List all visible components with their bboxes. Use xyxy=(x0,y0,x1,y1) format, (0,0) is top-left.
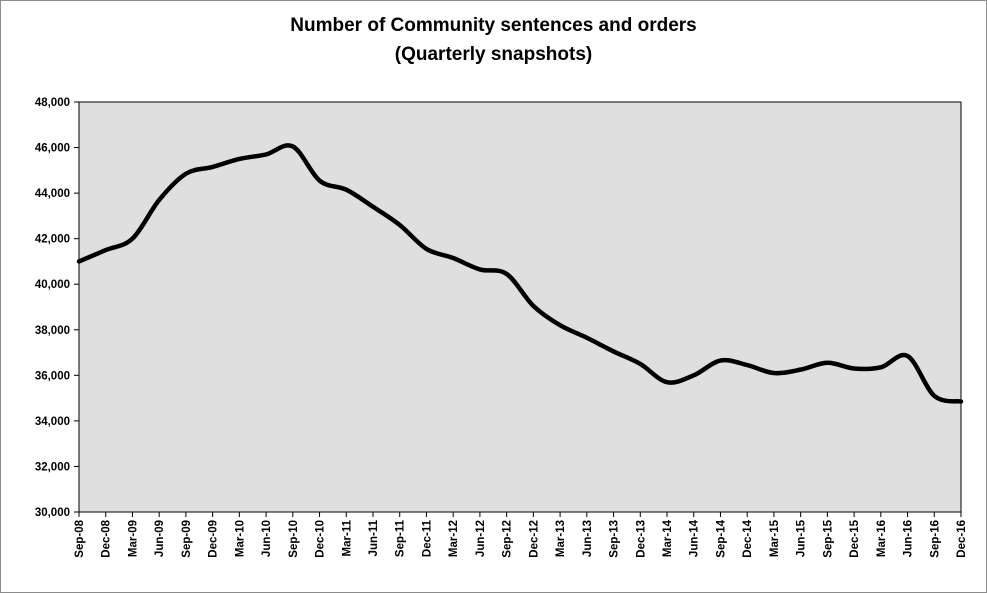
chart-title: Number of Community sentences and orders xyxy=(290,15,697,36)
y-tick-label: 38,000 xyxy=(35,325,70,337)
x-tick-label: Jun-13 xyxy=(582,520,594,557)
chart-subtitle: (Quarterly snapshots) xyxy=(394,44,593,65)
y-tick-label: 44,000 xyxy=(35,188,70,200)
y-tick-label: 46,000 xyxy=(35,143,70,155)
x-tick-label: Mar-13 xyxy=(555,520,567,557)
series-line xyxy=(76,143,964,404)
x-tick-label: Sep-16 xyxy=(929,520,941,558)
y-axis: 30,000 32,000 34,000 36,000 38,000 40,000 42,0… xyxy=(35,97,79,519)
x-tick-label: Sep-15 xyxy=(822,519,834,557)
x-axis: Sep-08 Dec-08 Mar-09 Jun-09 Sep-09 Dec-09 Mar-… xyxy=(74,512,968,558)
y-tick-label: 36,000 xyxy=(35,370,70,382)
x-tick-label: Mar-10 xyxy=(234,520,246,557)
x-tick-label: Dec-10 xyxy=(315,520,327,558)
x-tick-label: Jun-12 xyxy=(475,520,487,557)
x-tick-label: Dec-12 xyxy=(528,520,540,558)
x-tick-label: Jun-10 xyxy=(261,520,273,557)
x-tick-label: Mar-16 xyxy=(876,520,888,557)
x-tick-label: Mar-11 xyxy=(341,519,353,556)
x-tick-label: Jun-16 xyxy=(903,520,915,557)
x-tick-label: Sep-12 xyxy=(502,520,514,558)
x-tick-label: Jun-14 xyxy=(689,519,701,557)
x-tick-label: Sep-14 xyxy=(715,519,727,557)
y-tick-label: 42,000 xyxy=(35,234,70,246)
x-tick-label: Dec-09 xyxy=(208,520,220,558)
x-tick-label: Sep-10 xyxy=(288,520,300,558)
x-tick-label: Sep-08 xyxy=(74,519,86,557)
x-tick-label: Sep-11 xyxy=(395,519,407,557)
x-tick-label: Dec-13 xyxy=(635,520,647,558)
x-tick-label: Dec-14 xyxy=(742,519,754,557)
x-tick-label: Jun-11 xyxy=(368,519,380,556)
y-tick-label: 40,000 xyxy=(35,279,70,291)
x-tick-label: Dec-11 xyxy=(421,519,433,557)
x-tick-label: Mar-09 xyxy=(127,520,139,557)
x-tick-label: Sep-13 xyxy=(609,520,621,558)
plot-area xyxy=(78,101,962,513)
x-tick-label: Jun-09 xyxy=(154,520,166,557)
x-tick-label: Dec-08 xyxy=(101,519,113,557)
y-tick-label: 30,000 xyxy=(35,507,70,519)
x-tick-label: Mar-12 xyxy=(448,520,460,557)
x-tick-label: Mar-15 xyxy=(769,519,781,557)
x-tick-label: Dec-16 xyxy=(956,520,968,558)
y-tick-label: 48,000 xyxy=(35,97,70,109)
y-tick-label: 32,000 xyxy=(35,461,70,473)
x-tick-label: Mar-14 xyxy=(662,519,674,557)
x-tick-label: Jun-15 xyxy=(796,519,808,557)
y-tick-label: 34,000 xyxy=(35,416,70,428)
x-tick-label: Sep-09 xyxy=(181,520,193,558)
x-tick-label: Dec-15 xyxy=(849,519,861,557)
